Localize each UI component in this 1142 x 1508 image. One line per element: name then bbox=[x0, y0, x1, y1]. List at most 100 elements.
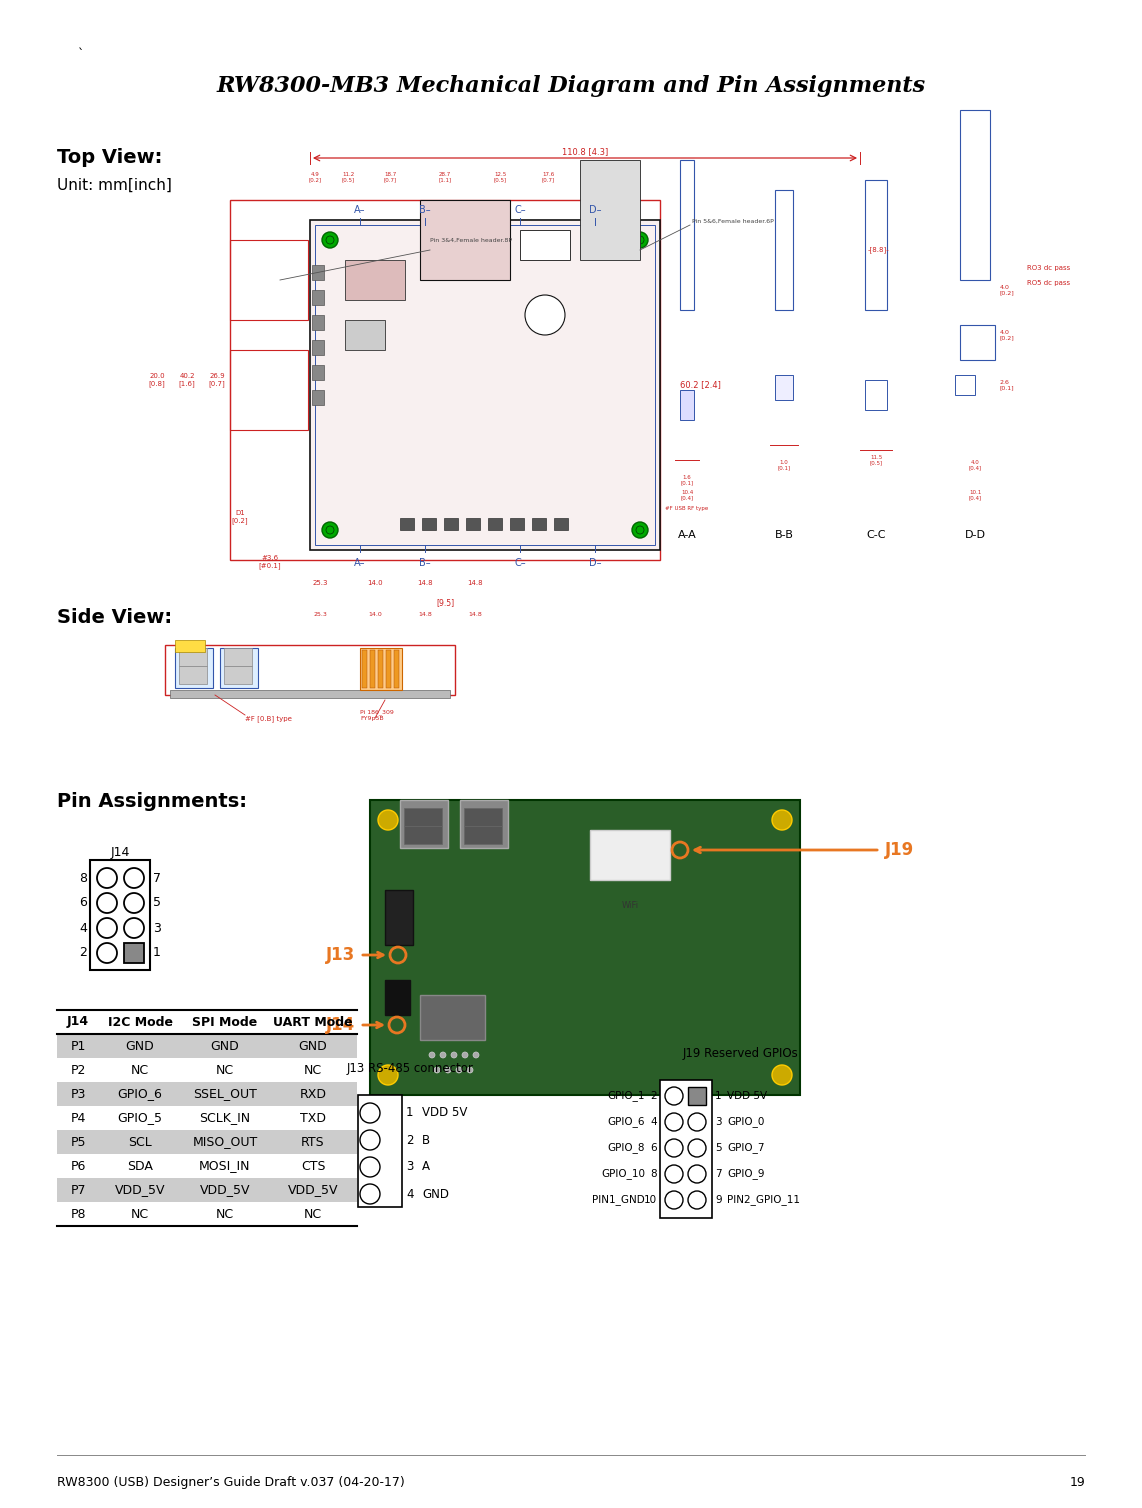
Text: GPIO_6: GPIO_6 bbox=[608, 1116, 645, 1128]
Bar bbox=[312, 365, 324, 380]
Bar bbox=[312, 339, 324, 354]
Text: J19 Reserved GPIOs: J19 Reserved GPIOs bbox=[683, 1047, 799, 1060]
Bar bbox=[679, 160, 694, 311]
Bar bbox=[460, 801, 508, 847]
Circle shape bbox=[360, 1157, 380, 1178]
Circle shape bbox=[632, 232, 648, 247]
Text: SCL: SCL bbox=[128, 1136, 152, 1149]
Bar bbox=[488, 519, 502, 529]
Text: Side View:: Side View: bbox=[57, 608, 172, 627]
Bar bbox=[864, 380, 887, 410]
Circle shape bbox=[124, 918, 144, 938]
Bar bbox=[520, 231, 570, 259]
Bar bbox=[370, 650, 375, 688]
Text: 25.3: 25.3 bbox=[313, 612, 327, 617]
Text: J14: J14 bbox=[325, 1016, 355, 1034]
Bar bbox=[464, 826, 502, 844]
Text: 17.6
[0.7]: 17.6 [0.7] bbox=[541, 172, 555, 182]
Text: GND: GND bbox=[298, 1039, 328, 1053]
Text: 25.3: 25.3 bbox=[312, 581, 328, 587]
Circle shape bbox=[456, 1068, 463, 1074]
Text: #3.6
[#0.1]: #3.6 [#0.1] bbox=[259, 555, 281, 569]
Bar bbox=[400, 801, 448, 847]
Text: NC: NC bbox=[304, 1063, 322, 1077]
Bar bbox=[444, 519, 458, 529]
Circle shape bbox=[360, 1102, 380, 1123]
Text: Pi 186_309
FY9p5B: Pi 186_309 FY9p5B bbox=[360, 709, 394, 721]
Circle shape bbox=[322, 232, 338, 247]
Text: J19: J19 bbox=[885, 841, 915, 860]
Text: NC: NC bbox=[216, 1063, 234, 1077]
Text: C-C: C-C bbox=[867, 529, 886, 540]
Text: 2: 2 bbox=[407, 1134, 413, 1146]
Text: GPIO_5: GPIO_5 bbox=[118, 1111, 162, 1125]
Bar bbox=[864, 179, 887, 311]
Circle shape bbox=[665, 1087, 683, 1105]
Text: RO5 dc pass: RO5 dc pass bbox=[1027, 280, 1070, 287]
Text: 1: 1 bbox=[153, 947, 161, 959]
Bar bbox=[385, 890, 413, 946]
Text: D–: D– bbox=[589, 205, 601, 216]
Text: Pin Assignments:: Pin Assignments: bbox=[57, 792, 247, 811]
Circle shape bbox=[434, 1068, 440, 1074]
Text: 8: 8 bbox=[651, 1169, 657, 1179]
Text: 9: 9 bbox=[715, 1194, 722, 1205]
Text: I2C Mode: I2C Mode bbox=[107, 1015, 172, 1028]
Text: A-A: A-A bbox=[677, 529, 697, 540]
Text: 3: 3 bbox=[153, 921, 161, 935]
Bar bbox=[315, 225, 656, 544]
Circle shape bbox=[97, 942, 116, 964]
Text: Pin 5&6,Female header.6P: Pin 5&6,Female header.6P bbox=[692, 219, 774, 225]
Bar bbox=[386, 650, 391, 688]
Text: #F USB RF type: #F USB RF type bbox=[666, 507, 709, 511]
Text: 11.2
[0.5]: 11.2 [0.5] bbox=[341, 172, 354, 182]
Text: 14.0: 14.0 bbox=[368, 581, 383, 587]
Bar bbox=[175, 639, 206, 651]
Text: 3: 3 bbox=[715, 1117, 722, 1126]
Bar bbox=[580, 160, 640, 259]
Circle shape bbox=[772, 1065, 793, 1084]
Text: SSEL_OUT: SSEL_OUT bbox=[193, 1087, 257, 1101]
Bar bbox=[687, 1087, 706, 1105]
Text: 2.6
[0.1]: 2.6 [0.1] bbox=[1000, 380, 1014, 391]
Text: NC: NC bbox=[304, 1208, 322, 1220]
Text: -[8.8]-: -[8.8]- bbox=[868, 247, 890, 253]
Circle shape bbox=[360, 1184, 380, 1203]
Bar bbox=[378, 650, 383, 688]
Text: A: A bbox=[423, 1161, 431, 1173]
Circle shape bbox=[687, 1113, 706, 1131]
Bar bbox=[420, 201, 510, 280]
Text: 14.8: 14.8 bbox=[467, 581, 483, 587]
Text: WiFi: WiFi bbox=[621, 900, 638, 909]
Text: 5: 5 bbox=[715, 1143, 722, 1154]
Text: GPIO_7: GPIO_7 bbox=[727, 1143, 764, 1154]
Circle shape bbox=[772, 810, 793, 829]
Text: 4.0
[0.2]: 4.0 [0.2] bbox=[1000, 285, 1015, 296]
Text: 4.0
[0.2]: 4.0 [0.2] bbox=[1000, 330, 1015, 341]
Text: 10.4
[0.4]: 10.4 [0.4] bbox=[681, 490, 693, 501]
Bar bbox=[466, 519, 480, 529]
Text: SDA: SDA bbox=[127, 1160, 153, 1173]
Circle shape bbox=[360, 1129, 380, 1151]
Bar bbox=[357, 1095, 402, 1206]
Text: 6: 6 bbox=[79, 896, 87, 909]
Circle shape bbox=[687, 1191, 706, 1209]
Bar bbox=[404, 808, 442, 826]
Circle shape bbox=[632, 522, 648, 538]
Text: 5: 5 bbox=[153, 896, 161, 909]
Text: VDD_5V: VDD_5V bbox=[114, 1184, 166, 1196]
Text: 14.8: 14.8 bbox=[418, 612, 432, 617]
Text: UART Mode: UART Mode bbox=[273, 1015, 353, 1028]
Text: P8: P8 bbox=[71, 1208, 86, 1220]
Bar bbox=[679, 391, 694, 421]
Bar bbox=[554, 519, 568, 529]
Text: A–: A– bbox=[354, 558, 365, 569]
Text: 40.2
[1.6]: 40.2 [1.6] bbox=[178, 372, 195, 388]
Circle shape bbox=[378, 810, 399, 829]
Bar bbox=[312, 290, 324, 305]
Text: A–: A– bbox=[354, 205, 365, 216]
Text: 1: 1 bbox=[407, 1107, 413, 1119]
Text: 60.2 [2.4]: 60.2 [2.4] bbox=[679, 380, 721, 389]
Text: 20.0
[0.8]: 20.0 [0.8] bbox=[148, 372, 164, 388]
Text: MISO_OUT: MISO_OUT bbox=[192, 1136, 258, 1149]
